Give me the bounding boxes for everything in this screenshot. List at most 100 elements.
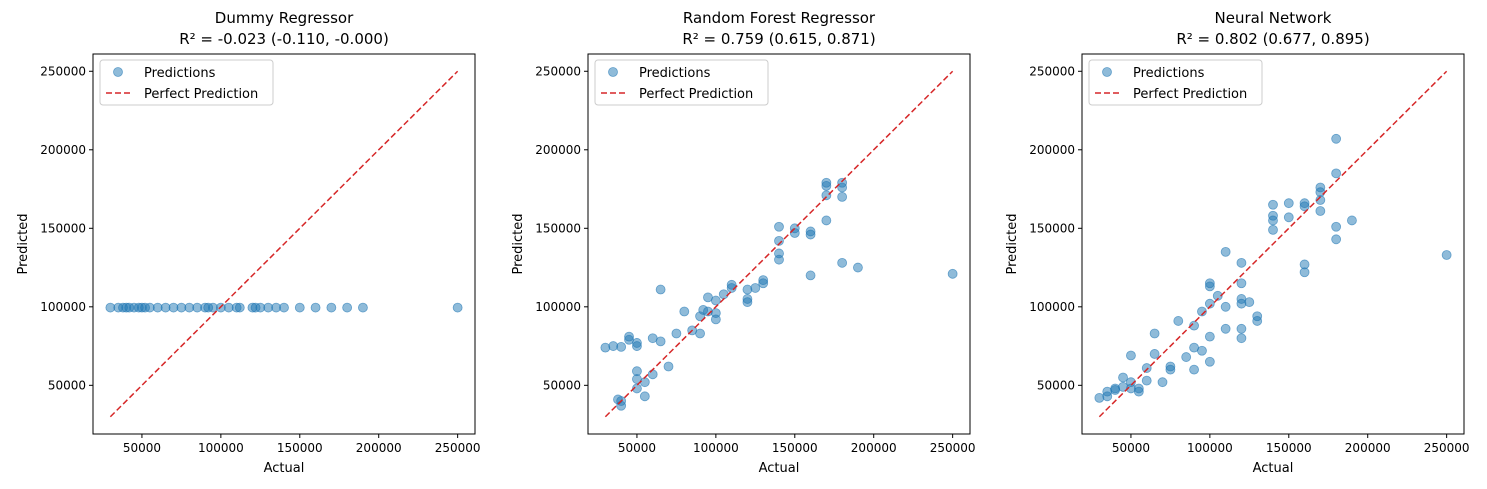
scatter-point [632, 383, 642, 394]
scatter-point [774, 235, 784, 246]
scatter-point [671, 328, 682, 339]
x-tick-label: 200000 [356, 441, 402, 455]
perfect-prediction-line [109, 70, 459, 418]
perfect-prediction-line [1098, 70, 1448, 418]
scatter-point [1197, 306, 1207, 317]
legend-box [99, 59, 274, 106]
scatter-point [726, 279, 737, 290]
legend-marker-predictions [113, 67, 123, 77]
legend: Predictions Perfect Prediction [99, 59, 274, 106]
plot-area [1094, 70, 1452, 418]
y-tick-label: 150000 [535, 221, 581, 235]
y-tick-label: 200000 [535, 143, 581, 157]
y-tick-label: 100000 [40, 300, 86, 314]
scatter-point [947, 268, 958, 279]
y-tick-label: 100000 [1029, 300, 1075, 314]
y-tick-label: 150000 [40, 221, 86, 235]
scatter-point [1204, 281, 1215, 292]
scatter-point [710, 314, 721, 325]
x-tick-label: 200000 [851, 441, 897, 455]
chart-subtitle: R² = -0.023 (-0.110, -0.000) [179, 30, 389, 48]
scatter-point [1220, 323, 1231, 334]
y-tick-label: 50000 [48, 378, 86, 392]
scatter-point [1283, 198, 1294, 209]
scatter-point [600, 342, 611, 353]
x-tick-label: 200000 [1345, 441, 1391, 455]
scatter-point [647, 369, 658, 380]
scatter-point [821, 190, 832, 201]
y-tick-label: 200000 [40, 143, 86, 157]
scatter-point [1220, 246, 1231, 257]
legend: Predictions Perfect Prediction [1088, 59, 1263, 106]
scatter-point [342, 302, 353, 313]
scatter-point [1126, 350, 1136, 361]
y-tick-label: 250000 [1029, 64, 1075, 78]
legend-marker-predictions [608, 67, 618, 77]
scatter-point [1157, 377, 1168, 388]
x-tick-label: 50000 [1112, 441, 1150, 455]
y-axis-label: Predicted [1005, 213, 1020, 274]
scatter-point [310, 302, 321, 313]
scatter-point [1094, 392, 1105, 403]
scatter-point [1315, 206, 1326, 216]
y-tick-label: 50000 [543, 378, 581, 392]
scatter-point [750, 283, 761, 293]
subplot-3: Neural Network R² = 0.802 (0.677, 0.895) 5… [1005, 9, 1470, 476]
scatter-point [1118, 372, 1128, 383]
scatter-point [1299, 267, 1310, 278]
scatter-point [821, 181, 832, 191]
scatter-point [616, 341, 627, 352]
scatter-point [1331, 234, 1342, 245]
x-tick-label: 150000 [772, 441, 818, 455]
x-tick-label: 250000 [435, 441, 481, 455]
x-tick-label: 100000 [693, 441, 739, 455]
scatter-point [1204, 356, 1215, 367]
scatter-point [695, 328, 705, 339]
legend-label-predictions: Predictions [639, 66, 711, 81]
scatter-point [639, 377, 650, 388]
scatter-point [655, 336, 666, 347]
chart-subtitle: R² = 0.759 (0.615, 0.871) [682, 30, 875, 48]
scatter-point [679, 306, 690, 317]
x-axis-label: Actual [759, 461, 800, 476]
chart-title: Random Forest Regressor [683, 9, 876, 27]
x-axis-label: Actual [264, 461, 305, 476]
x-tick-label: 100000 [1187, 441, 1233, 455]
axes-frame [1081, 53, 1465, 435]
legend-marker-predictions [1102, 67, 1112, 77]
x-tick-label: 150000 [277, 441, 323, 455]
scatter-point [1220, 301, 1231, 312]
perfect-prediction-line [604, 70, 954, 418]
scatter-point [624, 331, 634, 342]
scatter-point [1236, 298, 1247, 309]
scatter-point [1204, 331, 1215, 342]
y-axis-label: Predicted [16, 213, 31, 274]
x-tick-label: 250000 [1424, 441, 1470, 455]
scatter-point [234, 302, 245, 313]
scatter-point [1331, 221, 1342, 232]
legend-box [594, 59, 769, 106]
scatter-point [774, 221, 784, 232]
x-tick-label: 150000 [1266, 441, 1312, 455]
scatter-point [1189, 320, 1199, 331]
scatter-point [1212, 290, 1223, 301]
scatter-point [1268, 215, 1278, 226]
y-tick-label: 250000 [535, 64, 581, 78]
subplot-2: Random Forest Regressor R² = 0.759 (0.615… [511, 9, 976, 476]
scatter-point [1165, 364, 1176, 375]
scatter-point [821, 215, 832, 226]
legend-label-perfect-prediction: Perfect Prediction [1133, 87, 1247, 102]
scatter-point [1236, 323, 1247, 334]
scatter-point [1149, 328, 1160, 339]
scatter-point [774, 254, 784, 265]
x-tick-label: 50000 [123, 441, 161, 455]
scatter-point [710, 295, 721, 306]
scatter-point [1252, 316, 1263, 326]
scatter-point [805, 270, 816, 281]
scatter-point [1347, 215, 1357, 226]
scatter-point [1331, 168, 1342, 179]
x-tick-label: 100000 [198, 441, 244, 455]
scatter-point [1149, 349, 1160, 359]
scatter-point [1441, 250, 1452, 260]
chart-subtitle: R² = 0.802 (0.677, 0.895) [1176, 30, 1369, 48]
